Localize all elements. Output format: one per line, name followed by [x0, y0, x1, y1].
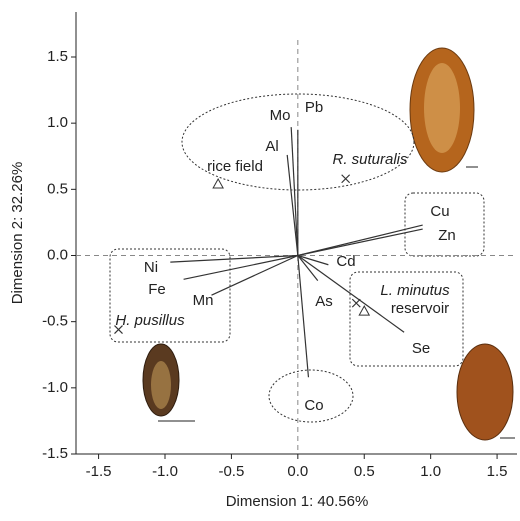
- point-marker: [359, 306, 369, 315]
- loading-vector: [298, 255, 329, 264]
- y-tick-label: -1.0: [42, 379, 68, 396]
- y-tick-label: -0.5: [42, 313, 68, 330]
- vector-label: Cd: [336, 253, 355, 270]
- loading-vector: [211, 255, 297, 295]
- point-label: rice field: [207, 158, 263, 175]
- loading-vector: [184, 255, 298, 279]
- y-tick-label: 0.0: [47, 246, 68, 263]
- vector-label: Pb: [305, 99, 323, 116]
- loading-vector: [291, 127, 298, 255]
- loading-vector: [170, 255, 298, 262]
- y-tick-label: 1.5: [47, 48, 68, 65]
- y-tick-label: -1.5: [42, 445, 68, 462]
- vector-label: Mo: [270, 107, 291, 124]
- x-tick-label: 1.5: [487, 463, 508, 480]
- beetle-image: [143, 344, 195, 421]
- point-marker: [352, 299, 360, 307]
- x-axis-label: Dimension 1: 40.56%: [226, 493, 369, 510]
- point-label: H. pusillus: [115, 312, 185, 329]
- y-tick-label: 1.0: [47, 114, 68, 131]
- x-tick-label: 0.5: [354, 463, 375, 480]
- vector-label: Zn: [438, 227, 456, 244]
- vector-label: Ni: [144, 259, 158, 276]
- x-tick-label: 0.0: [287, 463, 308, 480]
- point-label: reservoir: [391, 300, 449, 317]
- vector-label: Fe: [148, 281, 166, 298]
- loading-vector: [287, 155, 298, 256]
- point-marker: [342, 175, 350, 183]
- x-tick-label: -0.5: [218, 463, 244, 480]
- point-label: L. minutus: [380, 282, 450, 299]
- vector-label: Al: [265, 138, 278, 155]
- y-tick-label: 0.5: [47, 180, 68, 197]
- vector-label: As: [315, 293, 333, 310]
- point-label: R. suturalis: [332, 151, 408, 168]
- beetle-image: [410, 48, 478, 172]
- vector-label: Co: [304, 397, 323, 414]
- point-marker: [213, 179, 223, 188]
- x-tick-label: -1.5: [86, 463, 112, 480]
- chart: Dimension 1: 40.56% Dimension 2: 32.26% …: [0, 0, 520, 516]
- loading-vector: [298, 229, 423, 255]
- loading-vector: [298, 255, 309, 377]
- vector-label: Mn: [193, 292, 214, 309]
- vector-label: Cu: [430, 203, 449, 220]
- y-axis-label: Dimension 2: 32.26%: [9, 162, 26, 305]
- x-tick-label: 1.0: [420, 463, 441, 480]
- beetle-image: [457, 344, 515, 440]
- vector-label: Se: [412, 340, 430, 357]
- x-tick-label: -1.0: [152, 463, 178, 480]
